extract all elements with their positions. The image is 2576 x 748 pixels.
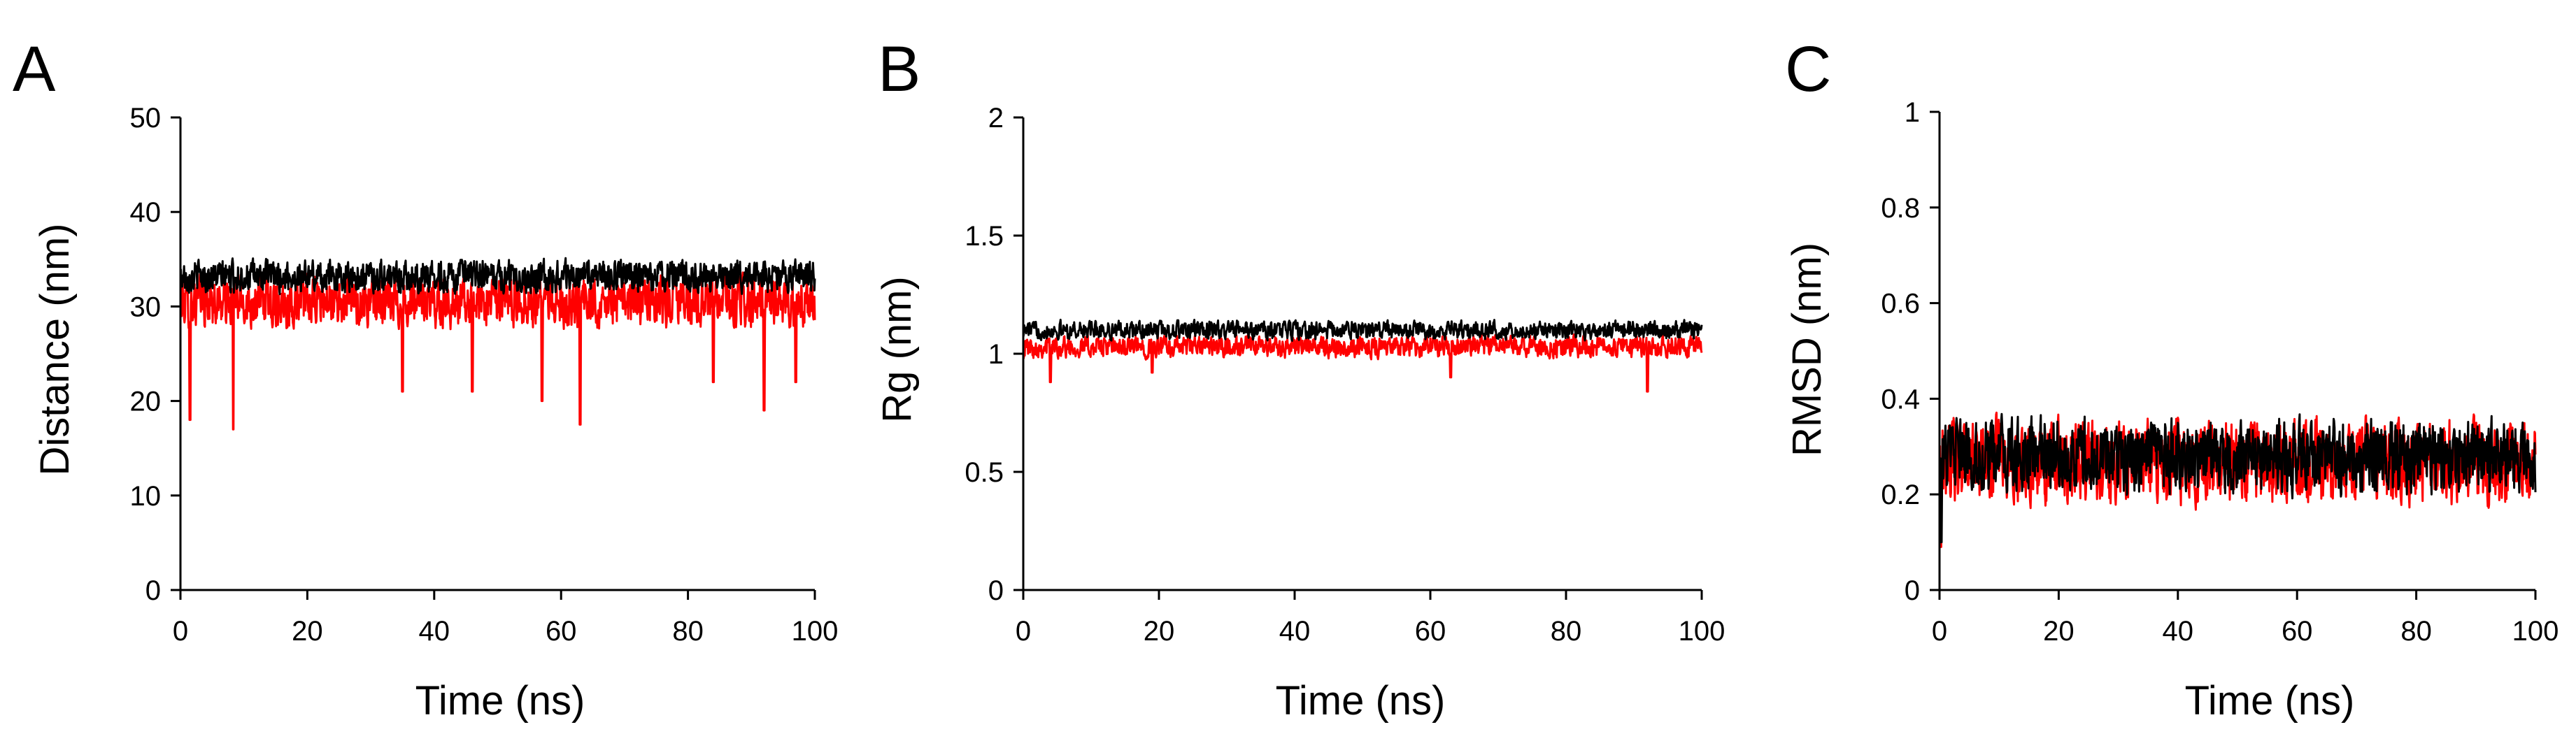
panel-a-letter: A [13,34,56,105]
panel-c-y-tick-label: 0.4 [1881,384,1920,415]
panel-c: C RMSD (nm) Time (ns) 0 0.2 0.4 0.6 0.8 1 0 20 4… [1784,34,2559,724]
panel-a-y-tick-label: 0 [145,575,161,606]
panel-c-series-group [1938,411,2537,548]
panel-a-series-red-line [179,271,816,431]
panel-c-series-black-line [1938,412,2537,544]
panel-a-y-tick-label: 30 [130,292,162,322]
panel-c-y-tick-label: 0.6 [1881,289,1920,319]
panel-b-y-axis-title: Rg (nm) [874,276,920,422]
panel-c-y-axis-title: RMSD (nm) [1784,243,1830,456]
panel-c-x-tick-label: 20 [2043,616,2075,647]
panel-b-y-tick-label: 0.5 [965,457,1004,488]
panel-a-series-black-line [179,257,816,296]
panel-b-y-tick-label: 1.5 [965,221,1004,252]
panel-b-y-tick-label: 0 [988,575,1004,606]
panel-a-x-tick-label: 40 [419,616,450,647]
panel-b-x-tick-label: 80 [1551,616,1582,647]
panel-a: A Distance (nm) Time (ns) 0 10 20 30 40 50 0 20… [13,34,838,724]
panel-c-letter: C [1785,34,1831,105]
panel-a-x-axis-title: Time (ns) [415,678,585,724]
panel-a-x-tick-label: 100 [792,616,839,647]
panel-c-y-tick-label: 0.8 [1881,193,1920,224]
panel-a-x-tick-label: 80 [672,616,704,647]
panel-a-x-tick-label: 60 [546,616,577,647]
panel-c-x-tick-label: 80 [2400,616,2432,647]
panel-a-y-tick-label: 20 [130,387,162,417]
panel-b-series-black-line [1022,318,1703,343]
panel-a-y-tick-label: 50 [130,103,162,134]
panel-b-axes: 00.511.520 20 40 60 80 100 [965,103,1725,647]
panel-c-x-tick-label: 0 [1932,616,1947,647]
panel-b-x-tick-label: 40 [1279,616,1311,647]
panel-b-x-tick-label: 20 [1144,616,1175,647]
panel-b-x-tick-label: 0 [1016,616,1031,647]
panel-b-series-red-line [1022,333,1703,393]
panel-b: B Rg (nm) Time (ns) 00.511.520 20 40 60 80 10… [874,34,1725,724]
panel-b-x-axis-title: Time (ns) [1276,678,1446,724]
panel-b-letter: B [878,34,920,105]
panel-b-x-tick-label: 100 [1679,616,1725,647]
panel-c-y-tick-label: 1 [1905,97,1920,128]
panel-a-y-axis-title: Distance (nm) [32,224,78,476]
panel-a-y-tick-label: 10 [130,481,162,512]
panel-c-y-tick-label: 0 [1905,575,1920,606]
panel-a-x-tick-label: 20 [292,616,323,647]
panel-a-axes: 0 10 20 30 40 50 0 20 40 60 80 100 [130,103,839,647]
panel-c-x-tick-label: 40 [2163,616,2194,647]
panel-c-axes: 0 0.2 0.4 0.6 0.8 1 0 20 40 60 80 100 [1881,97,2559,647]
panel-a-series-group [179,257,816,431]
panel-b-y-tick-label: 2 [988,103,1004,134]
panel-a-y-tick-label: 40 [130,197,162,228]
panel-b-x-tick-label: 60 [1415,616,1446,647]
panel-c-y-tick-label: 0.2 [1881,480,1920,510]
panel-c-x-axis-title: Time (ns) [2185,678,2355,724]
panel-b-y-tick-label: 1 [988,339,1004,370]
panel-c-x-tick-label: 60 [2282,616,2313,647]
panel-b-series-group [1022,318,1703,393]
panel-c-x-tick-label: 100 [2512,616,2559,647]
panel-a-x-tick-label: 0 [173,616,188,647]
